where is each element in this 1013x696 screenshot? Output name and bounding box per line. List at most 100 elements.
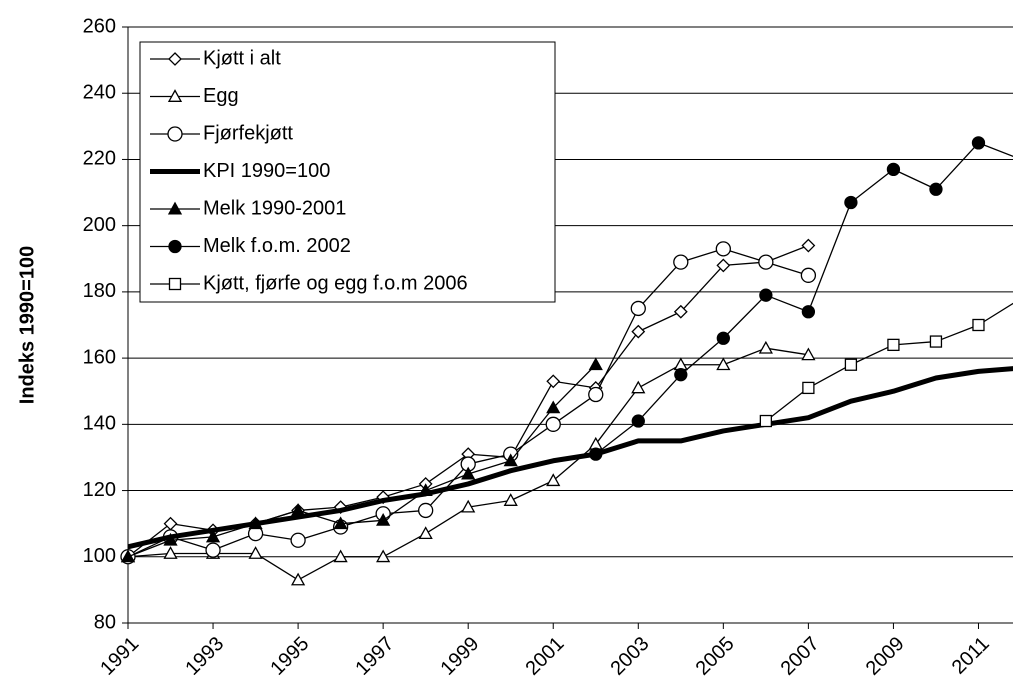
legend-marker [167, 89, 183, 102]
data-point [800, 267, 817, 283]
y-tick-label: 180 [83, 280, 116, 302]
data-point [589, 447, 603, 461]
data-point [333, 549, 348, 563]
data-point [461, 499, 476, 513]
data-point [758, 254, 774, 270]
data-point [376, 513, 391, 526]
data-point [248, 516, 263, 530]
x-tick-label: 1997 [351, 633, 398, 680]
data-point [290, 572, 306, 586]
data-point [503, 493, 518, 506]
data-point [801, 238, 816, 253]
data-point [503, 453, 518, 467]
data-point [546, 374, 561, 389]
data-point [886, 162, 901, 177]
data-point [631, 380, 646, 394]
data-point [971, 136, 986, 150]
data-point [716, 331, 730, 345]
legend-label: Melk f.o.m. 2002 [203, 235, 351, 257]
data-point [376, 549, 391, 563]
series-line [595, 142, 1013, 455]
legend-label: Egg [203, 85, 239, 107]
data-point [844, 358, 858, 371]
legend-label: Kjøtt, fjørfe og egg f.o.m 2006 [203, 272, 468, 294]
data-point [759, 414, 773, 428]
data-point [163, 546, 178, 559]
y-tick-label: 100 [83, 545, 116, 567]
data-point [759, 288, 773, 302]
data-point [120, 549, 136, 563]
data-point [630, 300, 646, 317]
data-point [802, 381, 815, 395]
data-point [418, 502, 434, 519]
x-tick-label: 2009 [862, 633, 909, 680]
data-point [205, 529, 221, 543]
data-point [545, 416, 561, 432]
series-line [127, 364, 597, 558]
data-point [758, 340, 773, 354]
data-point [588, 357, 603, 371]
y-tick-label: 160 [83, 346, 116, 368]
x-tick-label: 1999 [436, 633, 483, 680]
series-line [127, 366, 1013, 550]
data-point [163, 516, 178, 531]
data-point [546, 400, 561, 414]
data-point [972, 318, 985, 332]
y-tick-label: 240 [83, 82, 116, 104]
y-tick-label: 140 [83, 413, 116, 435]
legend-label: Kjøtt i alt [203, 47, 281, 69]
x-tick-label: 2007 [777, 633, 824, 680]
data-point [290, 503, 306, 516]
y-tick-label: 200 [83, 214, 116, 236]
x-tick-label: 1991 [96, 633, 143, 680]
data-point [205, 542, 221, 558]
data-point [716, 258, 731, 273]
data-point [929, 182, 943, 196]
data-point [674, 368, 688, 382]
legend-label: KPI 1990=100 [203, 160, 330, 182]
y-tick-label: 80 [94, 611, 116, 633]
data-point [673, 254, 689, 270]
data-point [163, 532, 178, 546]
data-point [715, 241, 731, 257]
legend-marker [167, 201, 183, 215]
data-point [801, 347, 816, 361]
data-point [418, 526, 433, 540]
data-point [716, 357, 731, 371]
x-tick-label: 2005 [692, 633, 739, 680]
data-point [844, 195, 858, 210]
data-point [546, 473, 561, 487]
data-point [461, 466, 476, 480]
x-tick-label: 2003 [607, 633, 654, 680]
data-point [929, 335, 943, 348]
data-point [248, 546, 263, 559]
legend-marker [167, 126, 183, 142]
x-tick-label: 2001 [521, 633, 568, 680]
legend-label: Melk 1990-2001 [203, 197, 346, 219]
data-point [588, 386, 604, 403]
x-tick-label: 2011 [948, 633, 994, 679]
data-point [801, 305, 816, 319]
legend-box [139, 41, 556, 303]
y-tick-label: 220 [83, 148, 116, 170]
legend-marker [168, 277, 182, 291]
data-point [673, 304, 688, 319]
data-point [333, 516, 348, 530]
y-tick-label: 260 [83, 15, 116, 37]
y-tick-label: 120 [83, 479, 116, 501]
y-axis-label: Indeks 1990=100 [16, 246, 38, 404]
x-tick-label: 1995 [266, 633, 313, 680]
legend-marker [168, 239, 182, 254]
data-point [290, 532, 306, 548]
data-point [631, 414, 645, 428]
x-tick-label: 1993 [181, 633, 228, 680]
data-point [588, 436, 603, 450]
legend: Kjøtt i alt Egg Fjørfekjøtt KPI 1990=100 Mel… [139, 41, 556, 303]
data-point [631, 324, 646, 339]
legend-marker [168, 52, 182, 66]
legend-label: Fjørfekjøtt [203, 122, 293, 144]
data-point [887, 338, 900, 352]
data-point [418, 483, 433, 497]
